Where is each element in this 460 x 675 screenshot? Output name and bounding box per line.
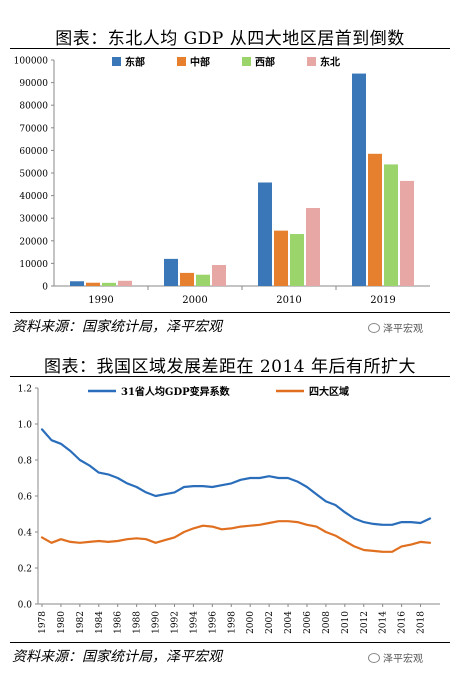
chart2-source: 资料来源：国家统计局，泽平宏观 (12, 649, 222, 665)
x-tick-label: 2002 (265, 611, 275, 634)
chart1-watermark-text: 泽平宏观 (383, 324, 423, 335)
y-tick-label: 40000 (19, 192, 48, 202)
y-tick-label: 90000 (19, 79, 48, 89)
x-tick-label: 2000 (182, 295, 207, 306)
series-line (40, 520, 432, 553)
bar (274, 230, 288, 286)
y-tick-label: 1.2 (18, 385, 32, 395)
bar (212, 264, 226, 286)
bar (400, 180, 414, 286)
y-tick-label: 80000 (19, 102, 48, 112)
y-tick-label: 70000 (19, 124, 48, 134)
legend-swatch (242, 57, 251, 66)
y-tick-label: 0.2 (18, 565, 32, 575)
x-tick-label: 2010 (276, 295, 301, 306)
bar (258, 182, 272, 286)
x-tick-label: 2008 (322, 611, 332, 634)
y-tick-label: 0.4 (18, 529, 33, 539)
x-tick-label: 2000 (246, 611, 256, 634)
x-tick-label: 1996 (208, 611, 218, 634)
bar (180, 272, 194, 286)
x-tick-label: 1978 (38, 611, 48, 634)
bar (306, 208, 320, 286)
x-tick-label: 1980 (57, 611, 67, 634)
y-tick-label: 0.0 (18, 601, 33, 611)
legend-label: 西部 (255, 56, 275, 69)
x-tick-label: 2014 (379, 611, 389, 634)
y-tick-label: 1.0 (18, 421, 33, 431)
y-tick-label: 0.6 (18, 493, 33, 503)
bar (70, 281, 84, 286)
y-tick-label: 0 (42, 283, 48, 293)
y-tick-label: 10000 (19, 260, 48, 270)
y-tick-label: 30000 (19, 215, 48, 225)
chart2-watermark-text: 泽平宏观 (383, 654, 423, 665)
x-tick-label: 1998 (227, 611, 237, 634)
bar-chart: 0 10000 20000 30000 40000 50000 60000 70000 8000… (14, 56, 430, 306)
x-tick-label: 2018 (417, 611, 427, 634)
bar (368, 153, 382, 286)
legend-swatch (177, 57, 186, 66)
legend-label: 东北 (320, 56, 340, 69)
bar (196, 274, 210, 286)
x-tick-label: 2010 (341, 611, 351, 634)
x-tick-label: 2006 (303, 611, 313, 634)
bar (384, 164, 398, 286)
chart1-watermark: 泽平宏观 (368, 320, 423, 335)
chart1-top-rule (10, 48, 450, 49)
chart1-bottom-rule (10, 312, 450, 313)
x-tick-label: 2016 (398, 611, 408, 634)
wechat-icon (368, 323, 380, 333)
x-tick-label: 1990 (88, 295, 113, 306)
y-tick-label: 0.8 (18, 457, 33, 467)
legend-label: 31省人均GDP变异系数 (121, 385, 231, 398)
x-tick-label: 1994 (189, 611, 199, 634)
chart2-bottom-rule (10, 642, 450, 643)
legend-swatch (112, 57, 121, 66)
x-tick-label: 1988 (133, 611, 143, 634)
legend-label: 东部 (125, 56, 145, 69)
x-tick-label: 1984 (95, 611, 105, 634)
legend-label: 四大区域 (309, 385, 349, 398)
chart2-top-rule (10, 376, 450, 377)
chart2-watermark: 泽平宏观 (368, 650, 423, 665)
line-chart: 0.0 0.2 0.4 0.6 0.8 1.0 1.2 1978 1980 1982 1984 198… (18, 385, 440, 634)
x-tick-label: 1982 (76, 611, 86, 634)
x-tick-label: 1986 (114, 611, 124, 634)
chart1-title: 图表：东北人均 GDP 从四大地区居首到倒数 (55, 29, 405, 49)
bar (290, 234, 304, 286)
x-tick-label: 2019 (370, 295, 395, 306)
x-tick-label: 2004 (284, 611, 294, 634)
series-line (40, 428, 432, 526)
y-tick-label: 50000 (19, 170, 48, 180)
bar (102, 282, 116, 286)
x-tick-label: 2012 (360, 611, 370, 634)
x-tick-label: 1992 (170, 611, 180, 634)
bar (118, 280, 132, 286)
y-tick-label: 60000 (19, 147, 48, 157)
legend-swatch (307, 57, 316, 66)
bar (352, 73, 366, 286)
legend-label: 中部 (190, 56, 210, 69)
chart1-source: 资料来源：国家统计局，泽平宏观 (12, 319, 222, 335)
bar (86, 282, 100, 286)
bar (164, 258, 178, 286)
y-tick-label: 20000 (19, 237, 48, 247)
chart2-title: 图表：我国区域发展差距在 2014 年后有所扩大 (43, 357, 417, 377)
x-tick-label: 1990 (152, 611, 162, 634)
y-tick-label: 100000 (14, 57, 49, 67)
wechat-icon (368, 653, 380, 663)
